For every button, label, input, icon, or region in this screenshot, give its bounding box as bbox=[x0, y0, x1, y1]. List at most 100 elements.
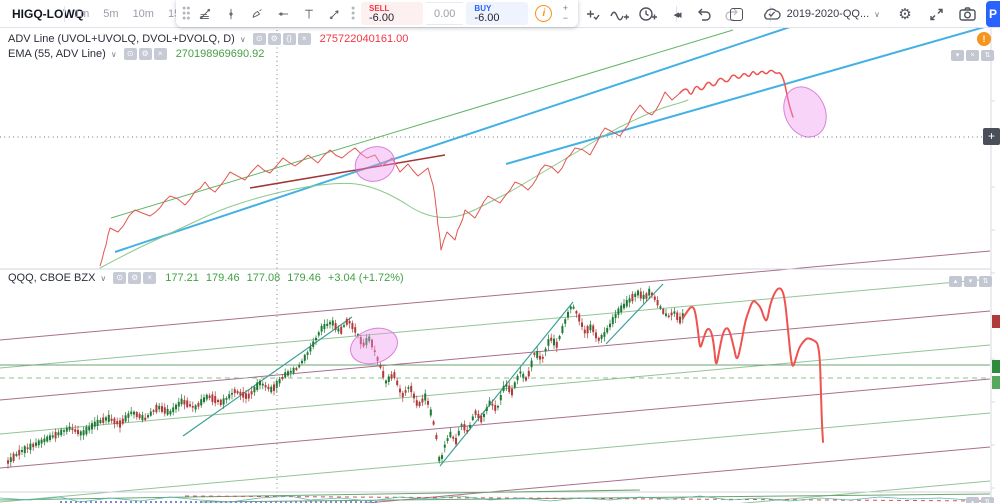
qqq-channel-line[interactable] bbox=[0, 344, 991, 435]
qqq-channel-line[interactable] bbox=[0, 412, 991, 503]
adv-eye-icon[interactable]: ⊙ bbox=[252, 33, 266, 45]
publish-button[interactable]: P bbox=[986, 1, 1000, 27]
adv-trend-line[interactable] bbox=[249, 154, 446, 189]
chevron-down-icon[interactable]: ∨ bbox=[239, 34, 246, 44]
timeframe-1m[interactable]: 1m bbox=[70, 5, 93, 23]
sell-button[interactable]: SELL -6.00 bbox=[361, 2, 423, 25]
drawing-tools bbox=[192, 2, 348, 26]
adv-ellipse-drawing[interactable] bbox=[776, 80, 834, 144]
qqq-trend-line[interactable] bbox=[605, 283, 664, 345]
pane1-buttons: ▾ × ⇅ bbox=[951, 50, 994, 61]
adv-trend-line[interactable] bbox=[114, 28, 802, 253]
ema-eye-icon[interactable]: ⊙ bbox=[123, 48, 137, 60]
adv-legend-buttons: ⊙ ⚙{} × bbox=[252, 33, 311, 45]
undo-icon[interactable] bbox=[692, 2, 716, 26]
ema-line[interactable] bbox=[99, 99, 689, 269]
qqq-legend-buttons: ⊙ ⚙ × bbox=[113, 272, 157, 284]
qqq-open: 177.21 bbox=[165, 272, 199, 284]
cloud-icon bbox=[763, 8, 781, 20]
stepper-plus-button[interactable]: + bbox=[558, 4, 572, 14]
toolbar-right-buttons: 2019-2020-QQ... ∨ ⚙ P bbox=[725, 0, 1000, 28]
axis-price-marker[interactable] bbox=[992, 360, 1000, 373]
sell-label: SELL bbox=[369, 3, 390, 13]
indicators-icon[interactable] bbox=[608, 2, 632, 26]
text-tool-icon[interactable] bbox=[296, 2, 322, 26]
chevron-down-icon[interactable]: ∨ bbox=[100, 273, 107, 283]
snapshot-camera-icon[interactable] bbox=[955, 2, 979, 26]
adv-projection-drawing[interactable] bbox=[679, 69, 794, 118]
vertical-line-tool-icon[interactable] bbox=[218, 2, 244, 26]
pane3-buttons: ▴ ⇅ bbox=[966, 497, 994, 503]
trend-line-tool-icon[interactable] bbox=[192, 2, 218, 26]
toolbar-separator bbox=[676, 6, 677, 22]
qqq-channel-line[interactable] bbox=[0, 278, 991, 369]
strip-sparkline[interactable] bbox=[0, 495, 971, 503]
adv-trend-line[interactable] bbox=[110, 29, 734, 219]
timeframe-5m[interactable]: 5m bbox=[99, 5, 122, 23]
qqq-trend-line[interactable] bbox=[182, 316, 353, 437]
axis-price-marker[interactable] bbox=[992, 376, 1000, 389]
cloud-layout-select[interactable]: 2019-2020-QQ... ∨ bbox=[756, 6, 886, 22]
timeframe-10m[interactable]: 10m bbox=[129, 5, 158, 23]
chevron-down-icon[interactable]: ∨ bbox=[110, 49, 117, 59]
axis-price-marker[interactable] bbox=[992, 315, 1000, 328]
ema-close-icon[interactable]: × bbox=[153, 48, 167, 60]
buy-button[interactable]: BUY -6.00 bbox=[466, 2, 529, 25]
adv-legend-title[interactable]: ADV Line (UVOL+UVOLQ, DVOL+DVOLQ, D) bbox=[8, 33, 235, 45]
qqq-ellipse-drawing[interactable] bbox=[346, 322, 402, 369]
quantity-stepper: + − bbox=[558, 4, 572, 24]
pane-collapse-icon[interactable]: ▾ bbox=[951, 50, 964, 61]
brush-tool-icon[interactable] bbox=[244, 2, 270, 26]
ema-legend-title[interactable]: EMA (55, ADV Line) bbox=[8, 48, 106, 60]
adv-line[interactable] bbox=[99, 91, 681, 267]
qqq-close-icon[interactable]: × bbox=[143, 272, 157, 284]
symbol-name[interactable]: HIGQ-LOWQ bbox=[12, 7, 84, 21]
strip-line[interactable] bbox=[199, 493, 991, 503]
adv-close-icon[interactable]: × bbox=[297, 33, 311, 45]
pane-maximize-icon[interactable]: ⇅ bbox=[981, 497, 994, 503]
ema-legend-row: EMA (55, ADV Line) ∨ ⊙ ⚙ × 270198969690.92 bbox=[8, 48, 264, 60]
toolbar-separator bbox=[64, 6, 65, 22]
qqq-projection-drawing[interactable] bbox=[682, 287, 824, 443]
sell-value: -6.00 bbox=[369, 11, 395, 24]
settings-gear-icon[interactable]: ⚙ bbox=[893, 2, 917, 26]
adv-gear-icon[interactable]: ⚙ bbox=[267, 33, 281, 45]
qqq-high: 179.46 bbox=[205, 272, 240, 284]
qqq-eye-icon[interactable]: ⊙ bbox=[113, 272, 127, 284]
qqq-channel-line[interactable] bbox=[0, 378, 991, 469]
drag-handle-icon[interactable]: ●● ●● ●● bbox=[182, 5, 191, 22]
alert-badge[interactable]: ! bbox=[977, 32, 991, 46]
chart-canvas[interactable] bbox=[0, 28, 1000, 503]
alert-clock-icon[interactable] bbox=[636, 2, 660, 26]
replay-icon[interactable]: ◂◂ bbox=[664, 2, 688, 26]
ema-legend-value: 270198969690.92 bbox=[175, 48, 265, 60]
stepper-minus-button[interactable]: − bbox=[558, 14, 572, 24]
layout-icon[interactable] bbox=[725, 2, 749, 26]
qqq-legend-title[interactable]: QQQ, CBOE BZX bbox=[8, 272, 96, 284]
arrow-tool-icon[interactable] bbox=[322, 2, 348, 26]
adv-legend-row: ADV Line (UVOL+UVOLQ, DVOL+DVOLQ, D) ∨ ⊙… bbox=[8, 33, 408, 45]
adv-trend-line[interactable] bbox=[505, 28, 995, 165]
compare-add-icon[interactable] bbox=[580, 2, 604, 26]
pane-down-icon[interactable]: ▾ bbox=[964, 276, 977, 287]
pane-maximize-icon[interactable]: ⇅ bbox=[979, 276, 992, 287]
pane-close-icon[interactable]: × bbox=[966, 50, 979, 61]
buy-label: BUY bbox=[474, 3, 492, 13]
qqq-candles[interactable] bbox=[7, 285, 684, 469]
ema-gear-icon[interactable]: ⚙ bbox=[138, 48, 152, 60]
pane-up-icon[interactable]: ▴ bbox=[966, 497, 979, 503]
qqq-channel-line[interactable] bbox=[0, 310, 991, 401]
redo-icon[interactable] bbox=[720, 2, 744, 26]
pane-up-icon[interactable]: ▴ bbox=[949, 276, 962, 287]
qqq-ohlc-values: 177.21 179.46 177.08 179.46 +3.04 (+1.72… bbox=[165, 272, 403, 284]
axis-add-order-button[interactable]: + bbox=[983, 128, 1000, 145]
horizontal-ray-tool-icon[interactable] bbox=[270, 2, 296, 26]
info-icon[interactable]: i bbox=[535, 5, 553, 22]
drag-handle-icon[interactable]: ● ● ● bbox=[351, 5, 356, 22]
pane-maximize-icon[interactable]: ⇅ bbox=[981, 50, 994, 61]
fullscreen-icon[interactable] bbox=[924, 2, 948, 26]
qqq-channel-line[interactable] bbox=[0, 250, 991, 341]
adv-ellipse-drawing[interactable] bbox=[350, 141, 399, 187]
adv-source-icon[interactable]: {} bbox=[282, 33, 296, 45]
qqq-gear-icon[interactable]: ⚙ bbox=[128, 272, 142, 284]
